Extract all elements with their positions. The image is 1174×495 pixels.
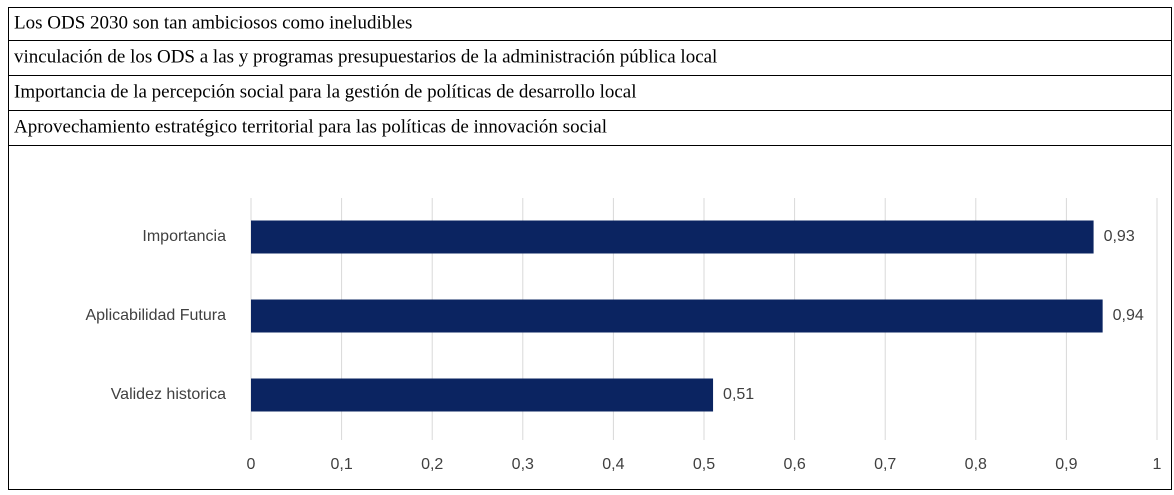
bar [251, 220, 1094, 254]
x-tick-label: 0,1 [330, 456, 352, 473]
data-label: 0,93 [1104, 228, 1135, 245]
x-tick-label: 0,4 [602, 456, 624, 473]
bar [251, 378, 714, 412]
y-tick-label: Validez historica [111, 386, 226, 403]
data-label: 0,51 [723, 386, 754, 403]
y-tick-label: Aplicabilidad Futura [85, 307, 226, 324]
x-tick-label: 0,5 [693, 456, 715, 473]
data-label: 0,94 [1113, 307, 1144, 324]
x-tick-label: 0,9 [1055, 456, 1077, 473]
x-tick-label: 0,8 [965, 456, 987, 473]
x-tick-label: 0 [247, 456, 256, 473]
y-tick-label: Importancia [142, 228, 226, 245]
x-tick-label: 1 [1153, 456, 1162, 473]
bar [251, 299, 1103, 333]
row-text: vinculación de los ODS a las y programas… [14, 46, 717, 67]
row-text: Los ODS 2030 son tan ambiciosos como ine… [14, 12, 412, 33]
x-tick-label: 0,3 [512, 456, 534, 473]
x-tick-label: 0,6 [783, 456, 805, 473]
row-text: Importancia de la percepción social para… [14, 81, 637, 102]
x-tick-label: 0,2 [421, 456, 443, 473]
table-border [8, 7, 1172, 490]
row-text: Aprovechamiento estratégico territorial … [14, 116, 607, 137]
x-tick-label: 0,7 [874, 456, 896, 473]
